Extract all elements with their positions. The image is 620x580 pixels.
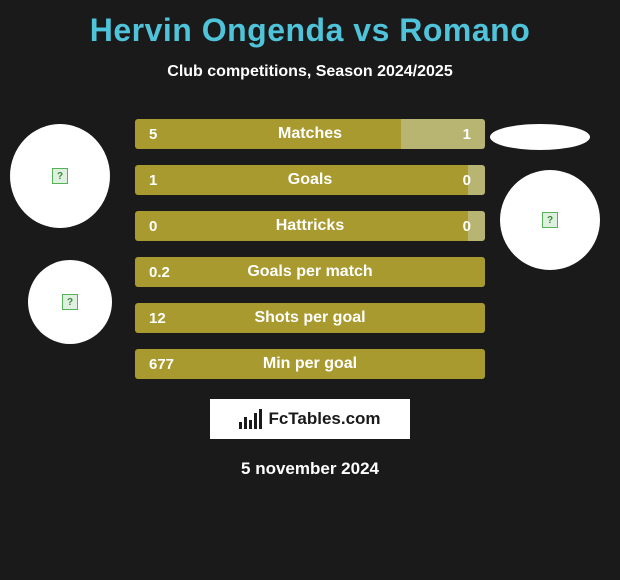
stat-left-value: 0 — [135, 211, 468, 241]
stat-left-value: 1 — [135, 165, 468, 195]
stat-row: 00Hattricks — [135, 211, 485, 241]
stats-container: 51Matches 10Goals 00Hattricks 0.2Goals per … — [135, 119, 485, 379]
image-placeholder-icon: ? — [542, 212, 558, 228]
date-text: 5 november 2024 — [0, 459, 620, 479]
player2-name: Romano — [399, 12, 530, 48]
stat-left-value: 12 — [135, 303, 485, 333]
stat-left-value: 5 — [135, 119, 401, 149]
subtitle: Club competitions, Season 2024/2025 — [0, 63, 620, 81]
image-placeholder-icon: ? — [52, 168, 68, 184]
stat-row: 10Goals — [135, 165, 485, 195]
stat-row: 677Min per goal — [135, 349, 485, 379]
badge-text: FcTables.com — [268, 409, 380, 429]
stat-left-value: 0.2 — [135, 257, 485, 287]
vs-word: vs — [353, 12, 390, 48]
page-title: Hervin Ongenda vs Romano — [0, 0, 620, 49]
player1-avatar-large: ? — [10, 124, 110, 228]
stat-row: 12Shots per goal — [135, 303, 485, 333]
player2-avatar-oval — [490, 124, 590, 150]
player1-name: Hervin Ongenda — [90, 12, 344, 48]
stat-right-value: 1 — [401, 119, 485, 149]
stat-right-value: 0 — [468, 211, 486, 241]
bars-icon — [239, 409, 262, 429]
stat-left-value: 677 — [135, 349, 485, 379]
player2-avatar-large: ? — [500, 170, 600, 270]
stat-row: 51Matches — [135, 119, 485, 149]
image-placeholder-icon: ? — [62, 294, 78, 310]
stat-right-value: 0 — [468, 165, 486, 195]
fctables-badge[interactable]: FcTables.com — [210, 399, 410, 439]
player1-club-avatar: ? — [28, 260, 112, 344]
stat-row: 0.2Goals per match — [135, 257, 485, 287]
